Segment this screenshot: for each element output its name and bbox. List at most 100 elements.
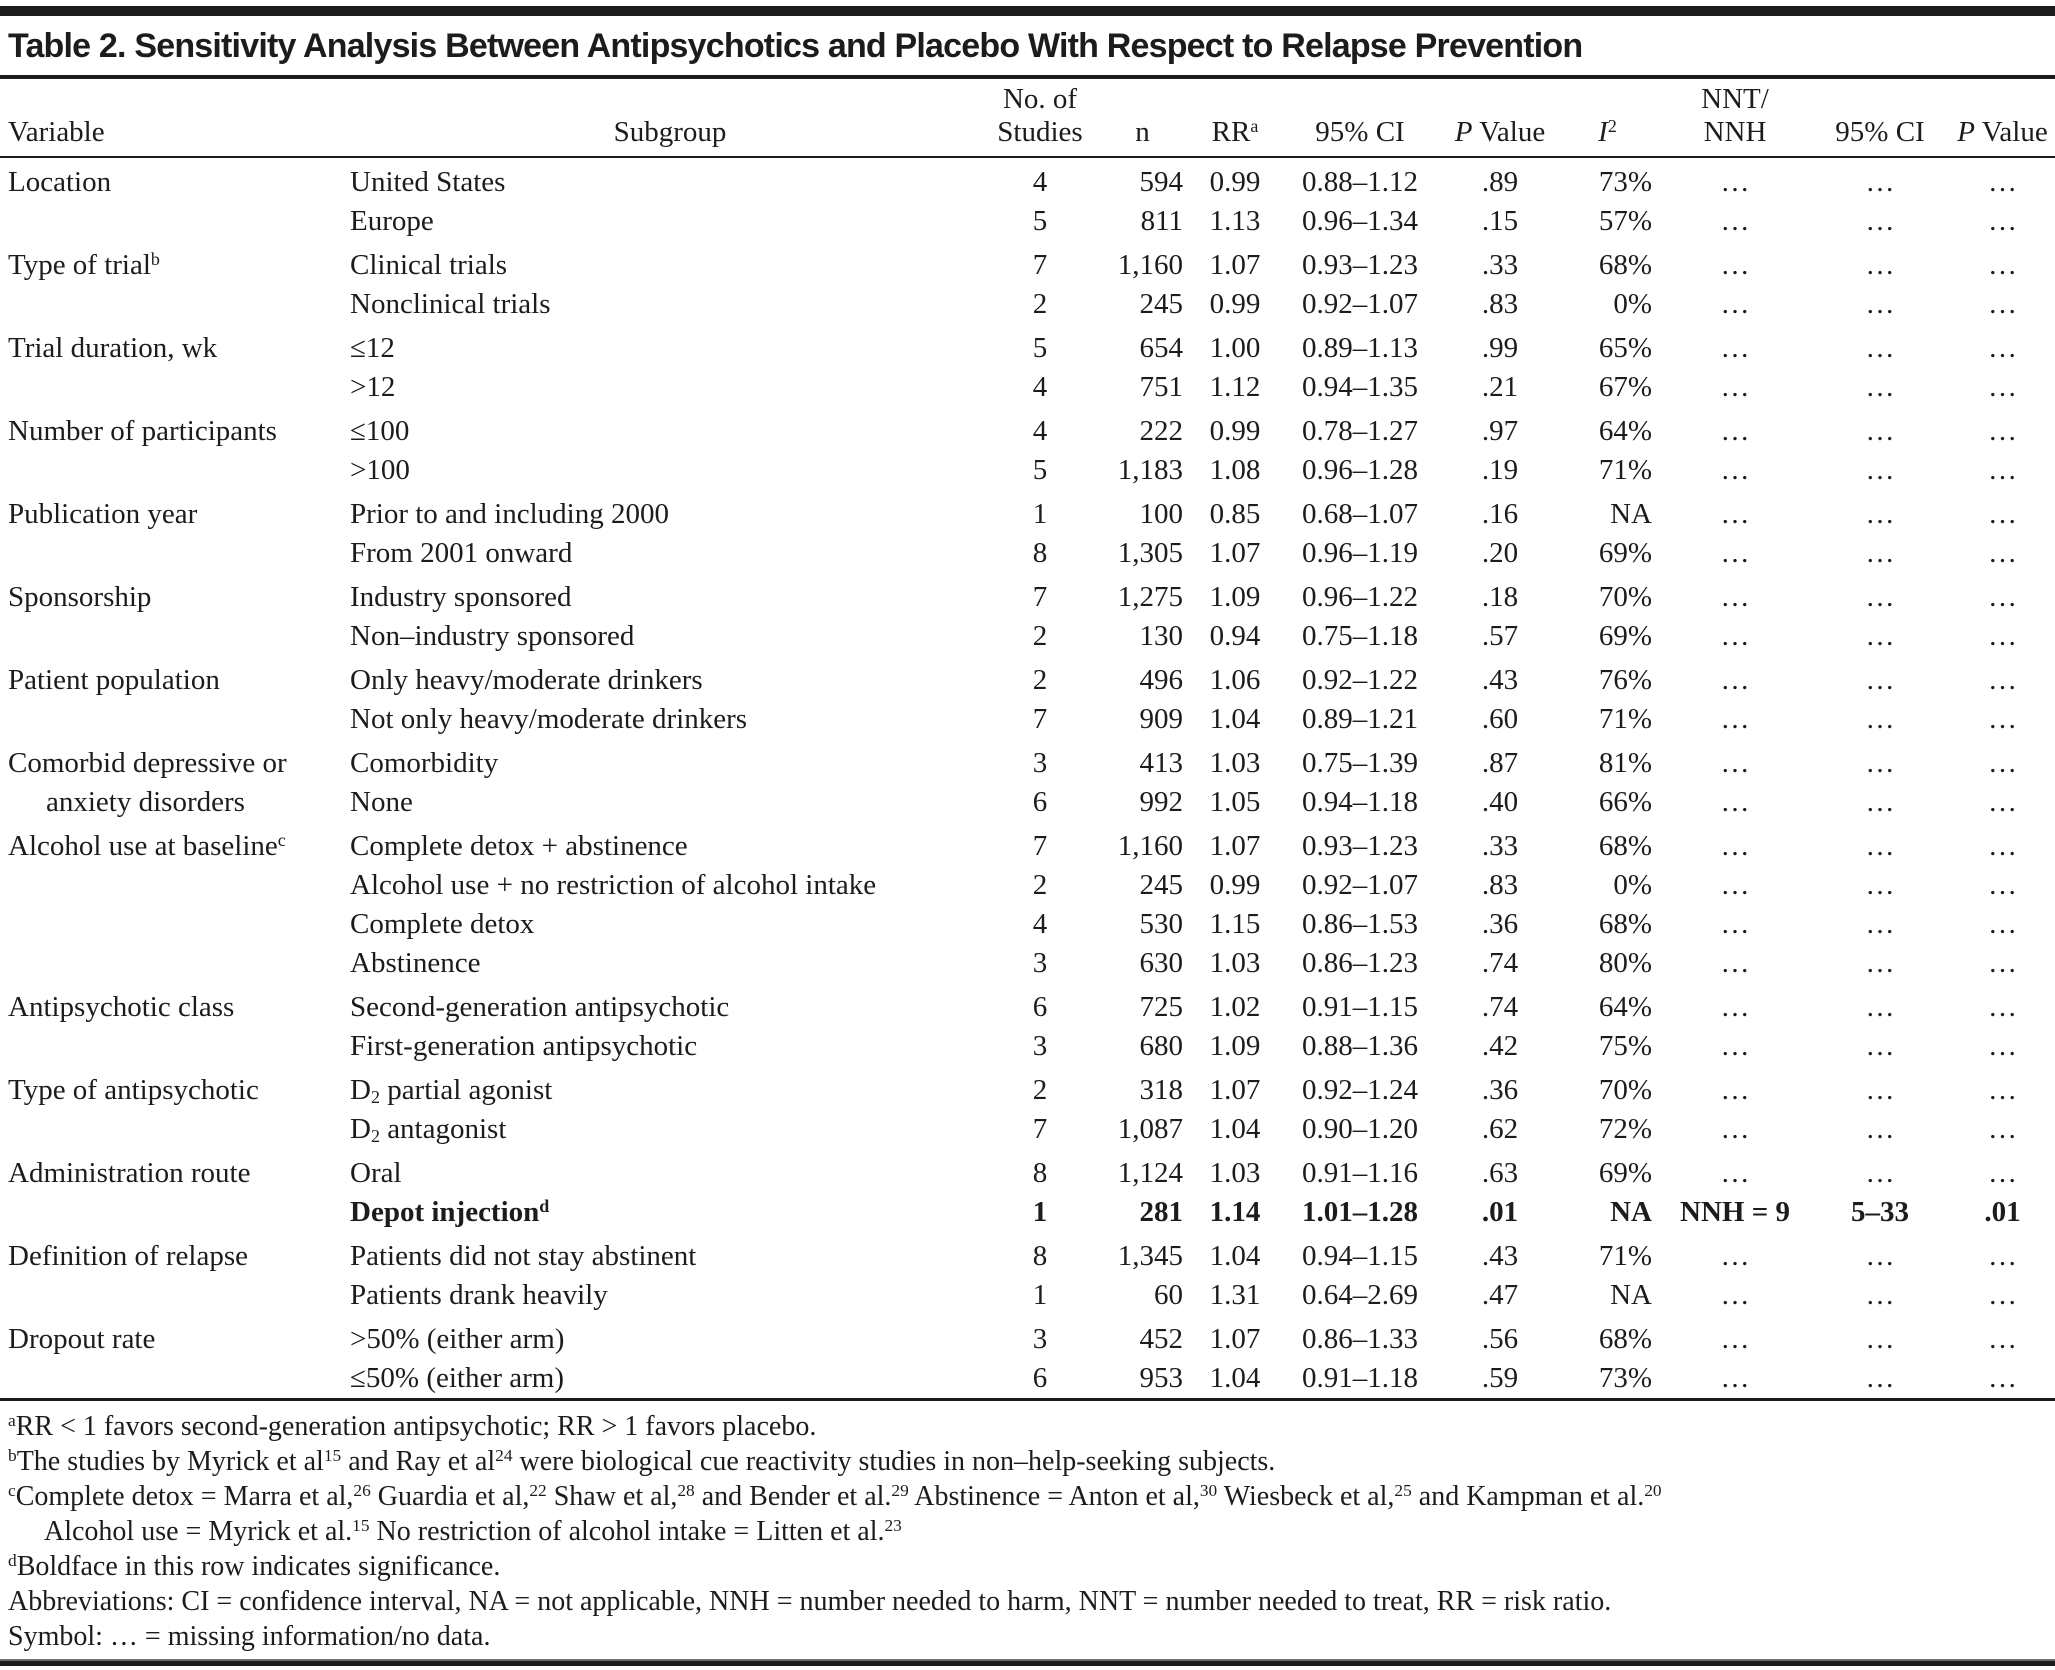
table-row: ≤50% (either arm) 6 953 1.04 0.91–1.18 .59 73%… (0, 1359, 2055, 1400)
value-cell-rr: 1.03 (1209, 1157, 1261, 1189)
value-cell-no-of-studies: 2 (1032, 664, 1048, 696)
value-cell-i2: 64% (1598, 991, 1652, 1023)
subgroup-cell: ≤100 (350, 415, 410, 447)
value-cell-ci95: 0.75–1.39 (1302, 747, 1418, 779)
superscript: 30 (1199, 1480, 1218, 1500)
value-cell-ci95: 0.88–1.12 (1302, 166, 1418, 198)
value-cell-ci95-2: … (1865, 332, 1895, 364)
value-cell-n: 1,275 (1117, 581, 1183, 613)
table-row: Number of participants ≤100 4 222 0.99 0.78–1… (0, 407, 2055, 451)
value-cell-i2: 65% (1598, 332, 1652, 364)
value-cell-ci95: 0.94–1.18 (1302, 786, 1418, 818)
variable-cell (0, 1027, 350, 1066)
value-cell-ci95-2: … (1865, 581, 1895, 613)
value-cell-p-value-2: … (1988, 830, 2017, 862)
value-cell-p-value: .43 (1481, 1240, 1519, 1272)
value-cell-p-value-2: … (1988, 581, 2017, 613)
footnote-c: cComplete detox = Marra et al,26 Guardia… (8, 1480, 1662, 1512)
value-cell-ci95: 0.86–1.33 (1302, 1323, 1418, 1355)
value-cell-ci95-2: … (1865, 664, 1895, 696)
table-row: Location United States 4 594 0.99 0.88–1.12 .8… (0, 157, 2055, 202)
value-cell-no-of-studies: 7 (1032, 1113, 1048, 1145)
value-cell-p-value: .87 (1481, 747, 1519, 779)
value-cell-rr: 1.07 (1209, 1074, 1261, 1106)
value-cell-p-value: .63 (1481, 1157, 1519, 1189)
value-cell-p-value-2: … (1988, 288, 2017, 320)
value-cell-ci95-2: … (1865, 991, 1895, 1023)
value-cell-p-value: .20 (1481, 537, 1519, 569)
table-row: Comorbid depressive or Comorbidity 3 413 1.0… (0, 739, 2055, 783)
value-cell-ci95-2: … (1865, 1074, 1895, 1106)
value-cell-rr: 1.07 (1209, 1323, 1261, 1355)
subgroup-cell: Depot injectiond (350, 1195, 550, 1228)
value-cell-ci95-2: … (1865, 415, 1895, 447)
superscript: 15 (323, 1445, 342, 1465)
column-header-label: Subgroup (613, 116, 727, 148)
value-cell-nnt-nnh: … (1720, 1323, 1750, 1355)
value-cell-p-value-2: … (1988, 1362, 2017, 1394)
value-cell-n: 1,305 (1117, 537, 1183, 569)
value-cell-n: 1,345 (1117, 1240, 1183, 1272)
value-cell-i2: NA (1610, 498, 1652, 530)
column-header-nnt-nnh: NNT/NNH (1660, 79, 1810, 157)
value-cell-ci95: 0.86–1.53 (1302, 908, 1418, 940)
value-cell-p-value-2: .01 (1984, 1196, 2021, 1228)
subgroup-cell: Complete detox (350, 908, 535, 940)
value-cell-nnt-nnh: … (1720, 747, 1750, 779)
variable-cell (0, 905, 350, 944)
value-cell-p-value: .16 (1481, 498, 1519, 530)
value-cell-rr: 0.99 (1209, 166, 1261, 198)
value-cell-nnt-nnh: … (1720, 830, 1750, 862)
value-cell-p-value: .99 (1481, 332, 1519, 364)
value-cell-no-of-studies: 6 (1032, 991, 1048, 1023)
value-cell-no-of-studies: 4 (1032, 371, 1048, 403)
value-cell-nnt-nnh: … (1720, 332, 1750, 364)
value-cell-i2: 69% (1598, 620, 1652, 652)
value-cell-no-of-studies: 2 (1032, 288, 1048, 320)
value-cell-i2: 70% (1598, 1074, 1652, 1106)
value-cell-ci95-2: … (1865, 620, 1895, 652)
value-cell-rr: 1.03 (1209, 947, 1261, 979)
value-cell-p-value-2: … (1988, 1030, 2017, 1062)
value-cell-ci95-2: … (1865, 288, 1895, 320)
subgroup-cell: Not only heavy/moderate drinkers (350, 703, 748, 735)
subgroup-cell: None (350, 786, 413, 818)
value-cell-rr: 1.31 (1209, 1279, 1261, 1311)
value-cell-no-of-studies: 7 (1032, 830, 1048, 862)
superscript: b (8, 1445, 17, 1465)
subgroup-cell: D2 antagonist (350, 1113, 507, 1147)
table-row: Type of antipsychotic D2 partial agonist 2… (0, 1066, 2055, 1110)
superscript: d (8, 1550, 17, 1570)
value-cell-rr: 1.08 (1209, 454, 1261, 486)
value-cell-rr: 0.94 (1209, 620, 1261, 652)
value-cell-p-value-2: … (1988, 371, 2017, 403)
table-row: Patients drank heavily 1 60 1.31 0.64–2.69 .4… (0, 1276, 2055, 1315)
value-cell-nnt-nnh: … (1720, 537, 1750, 569)
value-cell-ci95: 0.64–2.69 (1302, 1279, 1418, 1311)
value-cell-no-of-studies: 3 (1032, 947, 1048, 979)
value-cell-i2: 75% (1598, 1030, 1652, 1062)
italic-text: P (1957, 116, 1975, 148)
value-cell-ci95: 0.91–1.16 (1302, 1157, 1418, 1189)
value-cell-n: 594 (1139, 166, 1184, 198)
value-cell-nnt-nnh: … (1720, 454, 1750, 486)
subgroup-cell: Non–industry sponsored (350, 620, 635, 652)
column-header-label: 95% CI (1835, 116, 1925, 148)
sensitivity-analysis-table: Variable Subgroup No. of Studies n RRa 95% CI P… (0, 79, 2055, 1401)
value-cell-p-value: .21 (1481, 371, 1519, 403)
value-cell-rr: 1.03 (1209, 747, 1261, 779)
value-cell-ci95: 0.78–1.27 (1302, 415, 1418, 447)
value-cell-no-of-studies: 4 (1032, 166, 1048, 198)
value-cell-ci95: 0.93–1.23 (1302, 249, 1418, 281)
value-cell-nnt-nnh: … (1720, 947, 1750, 979)
superscript: 29 (891, 1480, 909, 1500)
value-cell-i2: 73% (1598, 1362, 1652, 1394)
variable-cell: Sponsorship (8, 581, 152, 613)
variable-cell: Publication year (8, 498, 198, 530)
value-cell-rr: 1.02 (1209, 991, 1261, 1023)
value-cell-p-value: .33 (1481, 830, 1519, 862)
value-cell-nnt-nnh: … (1720, 205, 1750, 237)
variable-cell (0, 700, 350, 739)
value-cell-nnt-nnh: … (1720, 288, 1750, 320)
footnote-d: dBoldface in this row indicates signific… (8, 1550, 501, 1582)
